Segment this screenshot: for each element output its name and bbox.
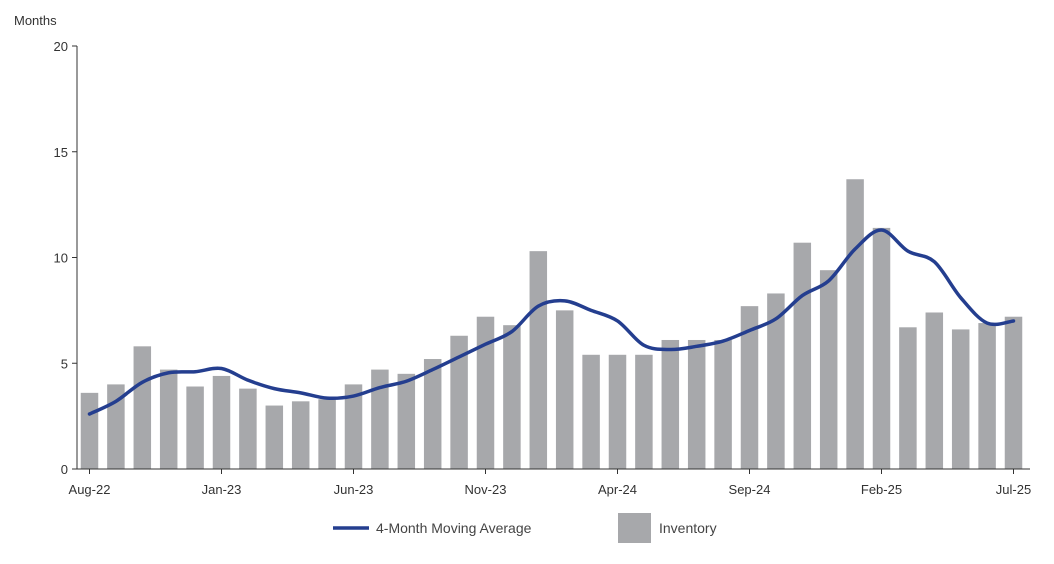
y-tick-label: 20 [54, 39, 68, 54]
bar-jul-23 [371, 369, 389, 469]
x-tick-label: Jul-25 [996, 482, 1031, 497]
bar-nov-23 [476, 316, 495, 469]
bar-jan-25 [846, 179, 864, 469]
legend-swatch-inventory [618, 513, 651, 543]
bar-oct-23 [450, 335, 468, 469]
moving-average-line [87, 228, 1016, 416]
x-tick-label: Jan-23 [202, 482, 242, 497]
bar-mar-24 [582, 354, 600, 469]
bar-nov-22 [159, 369, 178, 469]
y-tick-label: 5 [61, 356, 68, 371]
bar-dec-22 [186, 386, 204, 469]
bar-jul-25 [1004, 316, 1023, 469]
bar-jan-23 [212, 375, 231, 469]
y-tick-label: 15 [54, 145, 68, 160]
bar-feb-23 [239, 388, 257, 469]
bar-jul-24 [687, 339, 706, 469]
x-axis: Aug-22 Jan-23 Jun-23 Nov-23 Apr-24 Sep-24 Feb-… [69, 469, 1031, 497]
bar-jun-23 [344, 384, 363, 469]
bar-jan-24 [529, 251, 548, 469]
bar-oct-24 [767, 293, 785, 469]
y-axis: 0 5 10 15 20 [54, 39, 77, 477]
bar-dec-23 [503, 325, 521, 469]
bar-sep-23 [423, 359, 442, 469]
bar-dec-24 [819, 270, 838, 469]
bar-jun-25 [978, 323, 996, 469]
bar-aug-23 [397, 373, 416, 469]
bar-may-25 [951, 329, 970, 469]
bar-jun-24 [661, 339, 680, 469]
bar-mar-25 [899, 327, 917, 469]
bar-nov-24 [793, 242, 812, 469]
bar-sep-24 [740, 306, 759, 469]
legend-label-inventory: Inventory [659, 520, 717, 536]
bar-may-23 [318, 399, 336, 469]
legend-label-moving-average: 4-Month Moving Average [376, 520, 532, 536]
bar-mar-23 [265, 405, 284, 469]
bar-may-24 [635, 354, 653, 469]
axes [76, 46, 1030, 470]
bar-aug-22 [80, 392, 99, 469]
x-tick-label: Aug-22 [69, 482, 111, 497]
bar-aug-24 [714, 339, 732, 469]
x-tick-label: Nov-23 [465, 482, 507, 497]
bar-apr-25 [925, 312, 944, 469]
x-tick-label: Apr-24 [598, 482, 637, 497]
y-tick-label: 0 [61, 462, 68, 477]
bar-series-inventory [80, 179, 1023, 469]
x-tick-label: Feb-25 [861, 482, 902, 497]
y-tick-label: 10 [54, 251, 68, 266]
bar-apr-23 [291, 401, 310, 469]
bar-oct-22 [133, 346, 152, 469]
bar-feb-25 [872, 227, 891, 469]
bar-apr-24 [608, 354, 627, 469]
line-series-moving-average [87, 228, 1016, 416]
x-tick-label: Sep-24 [729, 482, 771, 497]
legend: 4-Month Moving Average Inventory [333, 513, 717, 543]
y-axis-title: Months [14, 13, 57, 28]
x-tick-label: Jun-23 [334, 482, 374, 497]
bar-feb-24 [555, 310, 574, 469]
